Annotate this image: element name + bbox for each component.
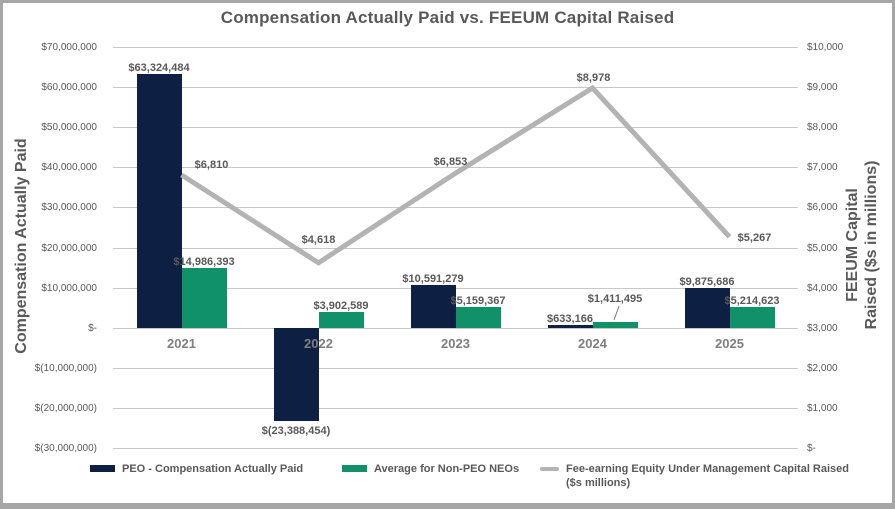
canvas-border-right [892, 0, 895, 509]
bar-label-peo: $(23,388,454) [261, 425, 331, 438]
bar-label-peo: $63,324,484 [128, 61, 190, 74]
feeum-line [180, 84, 732, 266]
bar-peo [684, 288, 730, 328]
gridline [113, 448, 798, 449]
left-axis-tick: $40,000,000 [41, 162, 97, 174]
right-axis-tick: $6,000 [807, 202, 838, 214]
left-axis-tick: $50,000,000 [41, 122, 97, 134]
gridline [113, 367, 798, 369]
right-axis-title: FEEUM Capital Raised ($s in millions) [843, 95, 881, 395]
right-axis-tick: $7,000 [807, 162, 838, 174]
gridline [113, 127, 798, 129]
bar-label-neo: $1,411,495 [587, 293, 643, 306]
chart-title: Compensation Actually Paid vs. FEEUM Cap… [220, 8, 675, 27]
bar-peo [547, 325, 593, 328]
right-axis-tick: $10,000 [807, 42, 844, 53]
right-axis-tick: $8,000 [807, 122, 838, 134]
bar-label-neo: $5,159,367 [450, 295, 506, 307]
left-axis-tick: $10,000,000 [41, 282, 97, 294]
line-label: $5,267 [737, 231, 772, 244]
gridline [113, 247, 798, 249]
legend-item: Fee-earning Equity Under Management Capi… [540, 462, 849, 490]
line-label: $6,853 [433, 156, 468, 169]
gridline [113, 167, 798, 169]
legend-label: Average for Non-PEO NEOs [374, 463, 520, 475]
legend-bar-swatch [342, 465, 367, 472]
left-axis-title: Compensation Actually Paid [13, 138, 30, 354]
left-axis-tick: $30,000,000 [41, 202, 97, 214]
line-label: $8,978 [576, 71, 611, 84]
bar-label-peo: $633,166 [547, 313, 593, 326]
bar-label-neo: $14,986,393 [173, 255, 235, 268]
bar-neo [455, 307, 501, 328]
left-axis-tick: $60,000,000 [41, 82, 97, 94]
legend-item: Average for Non-PEO NEOs [342, 462, 519, 476]
left-axis-tick: $(20,000,000) [34, 402, 97, 414]
left-axis-tick: $70,000,000 [41, 42, 97, 53]
canvas-border-bottom [0, 503, 895, 509]
legend-label: Fee-earning Equity Under Management Capi… [566, 463, 850, 489]
right-axis-title-line2: Raised ($s in millions) [863, 160, 880, 330]
bar-neo [729, 306, 775, 328]
bar-neo [318, 312, 364, 328]
left-axis-tick: $20,000,000 [41, 242, 97, 254]
gridline [113, 327, 798, 329]
right-axis-tick: $3,000 [807, 322, 838, 334]
left-axis-tick: $- [88, 322, 97, 334]
legend-bar-swatch [90, 465, 115, 472]
legend-label: PEO - Compensation Actually Paid [122, 463, 304, 475]
gridline [113, 47, 798, 48]
bar-label-neo: $3,902,589 [313, 300, 369, 313]
bar-label-peo: $9,875,686 [679, 276, 735, 289]
line-label: $6,810 [194, 158, 229, 171]
right-axis-tick: $5,000 [807, 242, 838, 254]
right-axis-tick: $1,000 [807, 402, 838, 414]
category-label: 2023 [441, 336, 470, 351]
gridline [113, 407, 798, 409]
bar-label-peo: $10,591,279 [402, 273, 464, 286]
right-axis-title-line1: FEEUM Capital [844, 188, 861, 302]
gridline [113, 87, 798, 89]
bar-neo [181, 267, 227, 328]
category-label: 2022 [304, 336, 333, 351]
label-leader-line [613, 305, 620, 321]
category-label: 2021 [167, 336, 196, 351]
right-axis-tick: $2,000 [807, 362, 838, 374]
legend-line-swatch [540, 467, 559, 471]
bar-peo [136, 73, 182, 328]
bar-neo [592, 322, 638, 328]
gridline [113, 287, 798, 289]
bar-peo [273, 327, 319, 422]
left-axis-tick: $(10,000,000) [34, 362, 97, 374]
category-label: 2024 [578, 336, 607, 351]
gridline [113, 207, 798, 209]
bar-peo [410, 285, 456, 328]
right-axis-tick: $4,000 [807, 282, 838, 294]
legend-item: PEO - Compensation Actually Paid [90, 462, 303, 476]
right-axis-tick: $9,000 [807, 82, 838, 94]
line-label: $4,618 [301, 233, 336, 246]
canvas-border-left [0, 0, 3, 509]
category-label: 2025 [715, 336, 744, 351]
right-axis-tick: $- [807, 443, 816, 454]
bar-label-neo: $5,214,623 [724, 294, 780, 307]
left-axis-tick: $(30,000,000) [34, 443, 97, 454]
canvas-border-top [0, 0, 895, 3]
